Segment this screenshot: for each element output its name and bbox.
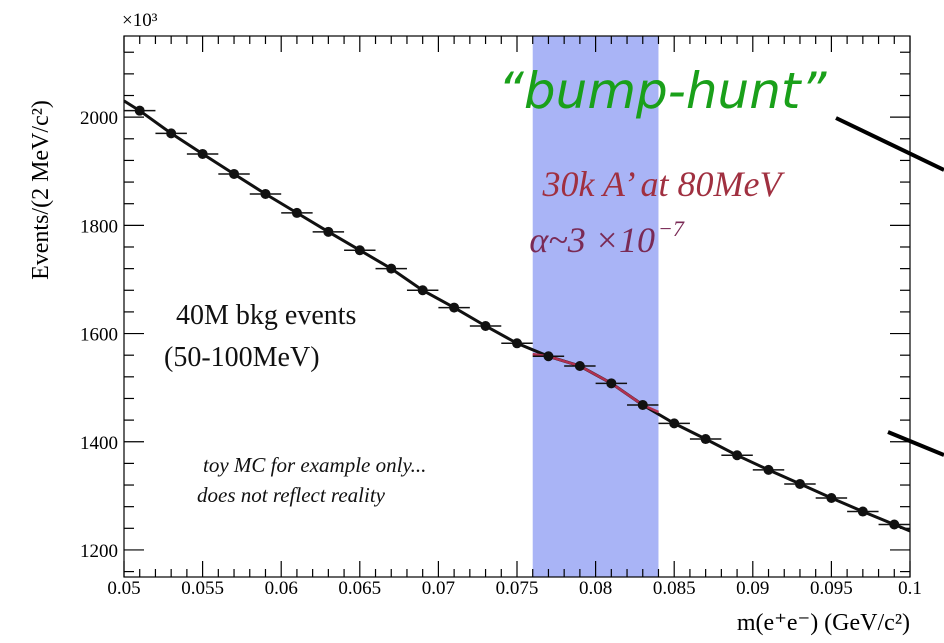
data-point [574,361,585,372]
data-point [857,506,868,517]
y-tick-label: 1400 [80,433,118,454]
data-point [260,188,271,199]
data-point [417,285,428,296]
x-tick-label: 0.075 [496,578,539,599]
data-point [826,493,837,504]
pointer-line-upper [835,116,944,172]
x-tick-label: 0.1 [898,578,922,599]
x-tick-label: 0.065 [338,578,381,599]
x-tick-label: 0.085 [653,578,696,599]
x-tick-label: 0.055 [181,578,224,599]
y-axis-title: Events/(2 MeV/c²) [28,100,54,280]
y-tick-label: 1800 [80,216,118,237]
toy-mc-note-line2: does not reflect reality [197,483,386,507]
bkg-label-line1: 40M bkg events [176,300,356,331]
data-point [291,207,302,218]
data-point [229,168,240,179]
toy-mc-note-line1: toy MC for example only... [203,453,426,477]
data-point [480,320,491,331]
x-tick-label: 0.07 [422,578,455,599]
data-point [543,351,554,362]
x-tick-label: 0.095 [810,578,853,599]
y-tick-label: 1600 [80,325,118,346]
data-point [794,478,805,489]
bump-hunt-label: “bump-hunt” [498,62,827,120]
bkg-label-line2: (50-100MeV) [164,342,320,373]
data-point [354,245,365,256]
data-point [386,263,397,274]
data-points [124,105,910,530]
signal-label-line1: 30k A’ at 80MeV [542,164,786,204]
x-tick-label: 0.08 [579,578,612,599]
data-point [637,399,648,410]
data-point [134,105,145,116]
data-point [732,450,743,461]
data-point [512,338,522,349]
pointer-line-lower [887,430,944,457]
signal-label-exponent: −7 [658,216,685,241]
x-tick-label: 0.05 [107,578,140,599]
data-point [700,434,711,445]
x-tick-label: 0.06 [265,578,298,599]
x-tick-labels: 0.05 0.055 0.06 0.065 0.07 0.075 0.08 0.085 0.09… [107,578,922,599]
data-point [606,378,617,389]
x-axis-title: m(e⁺e⁻) (GeV/c²) [737,610,910,636]
data-point [889,519,900,530]
signal-label-line2: α~3 ×10 [529,220,655,260]
data-point [197,148,208,159]
data-point [669,418,680,429]
y-tick-label: 1200 [80,541,118,562]
signal-window-band [532,36,659,577]
data-point [449,302,460,313]
data-point [763,464,774,475]
data-point [166,128,177,139]
y-multiplier-label: ×10³ [122,10,158,31]
data-point [323,226,334,237]
y-tick-label: 2000 [80,108,118,129]
y-tick-labels: 1200 1400 1600 1800 2000 [80,108,118,562]
x-tick-label: 0.09 [736,578,769,599]
